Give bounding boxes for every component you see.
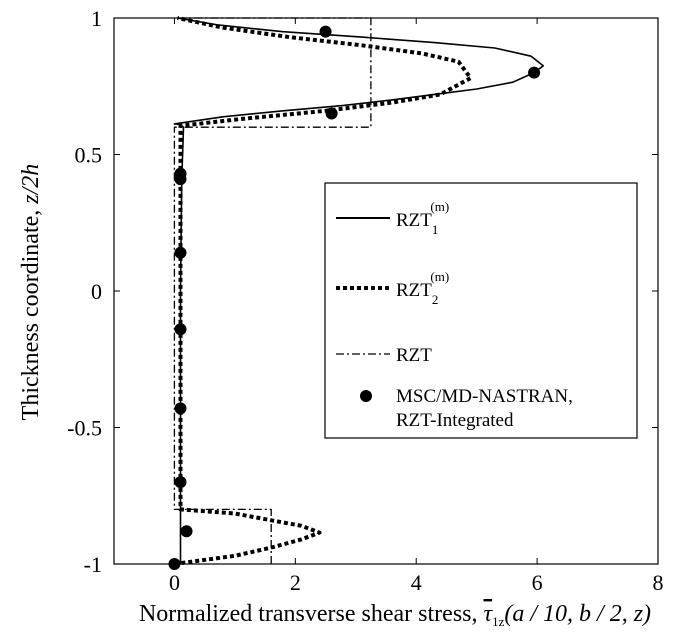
y-tick-label: 0	[91, 279, 102, 304]
legend-marker-nastran	[360, 390, 372, 402]
legend: RZT1(m) RZT2(m) RZT MSC/MD-NASTRAN, RZT-…	[324, 182, 638, 439]
legend-label-nastran-line2: RZT-Integrated	[396, 410, 514, 431]
x-axis-title-args: (a / 10, b / 2, z)	[504, 601, 651, 627]
legend-label-rzt2m-sub: 2	[432, 292, 439, 307]
legend-label-nastran-line1: MSC/MD-NASTRAN,	[396, 386, 573, 407]
nastran-marker	[174, 246, 187, 259]
x-tick-labels: 0 2 4 6 8	[169, 570, 664, 595]
y-tick-label: -1	[84, 552, 102, 577]
x-axis-title-tau: τ	[484, 601, 494, 627]
legend-label-rzt1m-main: RZT	[396, 210, 432, 231]
legend-label-rzt2m-main: RZT	[396, 280, 432, 301]
legend-label-rzt1m: RZT1 (m)	[396, 199, 449, 237]
y-tick-labels: 1 0.5 0 -0.5 -1	[67, 6, 102, 577]
y-tick-label: 1	[91, 6, 102, 31]
nastran-marker	[174, 476, 187, 489]
y-axis-title-var: z/2h	[18, 164, 44, 205]
nastran-marker	[168, 558, 181, 570]
y-tick-label: -0.5	[67, 416, 102, 441]
series-rzt1m-line	[173, 17, 545, 564]
x-axis-title: Normalized transverse shear stress, τ1z(…	[139, 601, 651, 629]
markers-layer	[168, 25, 541, 570]
series-rzt-line	[173, 17, 372, 564]
legend-label-rzt1m-sup: (m)	[430, 199, 449, 214]
nastran-marker	[174, 323, 187, 336]
x-axis-title-main: Normalized transverse shear stress,	[139, 601, 484, 627]
x-tick-label: 6	[532, 570, 543, 595]
y-axis-title: Thickness coordinate, z/2h	[18, 164, 44, 421]
nastran-marker	[319, 25, 332, 38]
nastran-marker	[180, 525, 193, 538]
series-layer	[173, 16, 545, 566]
nastran-marker	[174, 402, 187, 415]
nastran-marker	[528, 66, 541, 79]
y-axis-title-main: Thickness coordinate,	[18, 204, 44, 421]
x-axis-title-sub: 1z	[492, 614, 505, 629]
nastran-marker	[174, 173, 187, 186]
y-tick-label: 0.5	[75, 143, 103, 168]
x-tick-label: 2	[290, 570, 301, 595]
legend-label-rzt: RZT	[396, 345, 432, 366]
x-tick-label: 4	[411, 570, 422, 595]
x-tick-label: 8	[653, 570, 664, 595]
x-tick-label: 0	[169, 570, 180, 595]
legend-box	[324, 182, 638, 439]
nastran-marker	[325, 107, 338, 120]
legend-label-rzt2m: RZT2 (m)	[396, 269, 449, 307]
tick-marks	[114, 17, 659, 565]
legend-label-rzt1m-sub: 1	[432, 222, 439, 237]
legend-label-rzt2m-sup: (m)	[430, 269, 449, 284]
